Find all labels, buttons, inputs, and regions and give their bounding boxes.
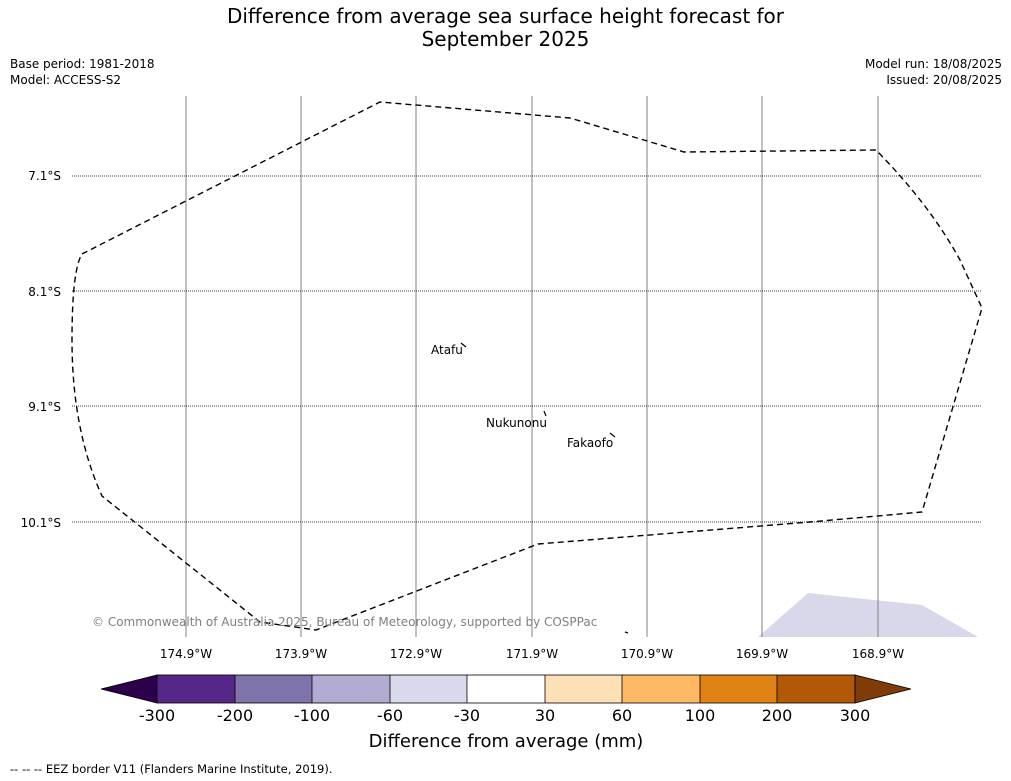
meridian-gridlines [185,96,879,637]
colorbar-tick-label: -300 [139,706,175,725]
colorbar-segment [700,675,777,703]
lon-label: 171.9°W [506,647,558,661]
colorbar-segment [157,675,235,703]
model-text: Model: ACCESS-S2 [10,73,122,87]
island-marks [460,342,629,634]
base-period-text: Base period: 1981-2018 [10,57,155,71]
colorbar-extend-low [100,674,158,704]
lat-label: 9.1°S [28,400,61,414]
eez-legend-note: -- -- -- EEZ border V11 (Flanders Marine… [10,762,333,776]
colorbar-tick-label: -30 [454,706,480,725]
colorbar-tick-label: -60 [377,706,403,725]
nukunonu-island-mark [543,410,547,417]
place-label-fakaofo: Fakaofo [567,436,613,450]
atafu-island-mark [460,342,467,348]
fakaofo-island-mark [609,432,616,438]
colorbar-title: Difference from average (mm) [369,731,644,752]
colorbar-tick-label: 200 [762,706,793,725]
colorbar-segment [390,675,467,703]
lat-label: 8.1°S [28,285,61,299]
colorbar-extend-high [854,674,912,704]
forecast-shading-area [758,593,978,637]
colorbar-segment [312,675,390,703]
colorbar-tick-label: -200 [217,706,253,725]
colorbar [100,674,912,704]
colorbar-tick-label: 60 [612,706,632,725]
colorbar-tick-label: 30 [535,706,555,725]
model-run-text: Model run: 18/08/2025 [864,57,1002,71]
lon-label: 172.9°W [390,647,442,661]
lat-label: 10.1°S [21,516,61,530]
place-label-atafu: Atafu [431,343,463,357]
colorbar-tick-label: 100 [685,706,716,725]
meta-left: Base period: 1981-2018 Model: ACCESS-S2 [10,56,155,88]
colorbar-outline [156,674,856,704]
island-mark [624,631,629,634]
lon-label: 170.9°W [621,647,673,661]
map-title-line1: Difference from average sea surface heig… [226,4,785,28]
colorbar-segment [545,675,622,703]
lon-label: 173.9°W [275,647,327,661]
lat-label: 7.1°S [28,169,61,183]
colorbar-segment [467,675,545,703]
lon-label: 174.9°W [160,647,212,661]
colorbar-tick-label: 300 [840,706,871,725]
eez-border [71,101,983,631]
colorbar-segment [235,675,312,703]
colorbar-ticks: -300 -200 -100 -60 -30 30 60 100 200 300 [139,706,870,725]
lon-label: 169.9°W [736,647,788,661]
colorbar-tick-label: -100 [294,706,330,725]
place-label-nukunonu: Nukunonu [486,416,547,430]
colorbar-dividers [234,675,778,703]
map-title: Difference from average sea surface heig… [0,5,1011,51]
meta-right: Model run: 18/08/2025 Issued: 20/08/2025 [865,56,1002,88]
map-title-line2: September 2025 [421,27,590,51]
issued-text: Issued: 20/08/2025 [886,73,1002,87]
lon-label: 168.9°W [852,647,904,661]
parallel-gridlines [72,175,982,523]
copyright-text: © Commonwealth of Australia 2025, Bureau… [92,615,597,629]
colorbar-segment [622,675,700,703]
colorbar-segment [777,675,855,703]
